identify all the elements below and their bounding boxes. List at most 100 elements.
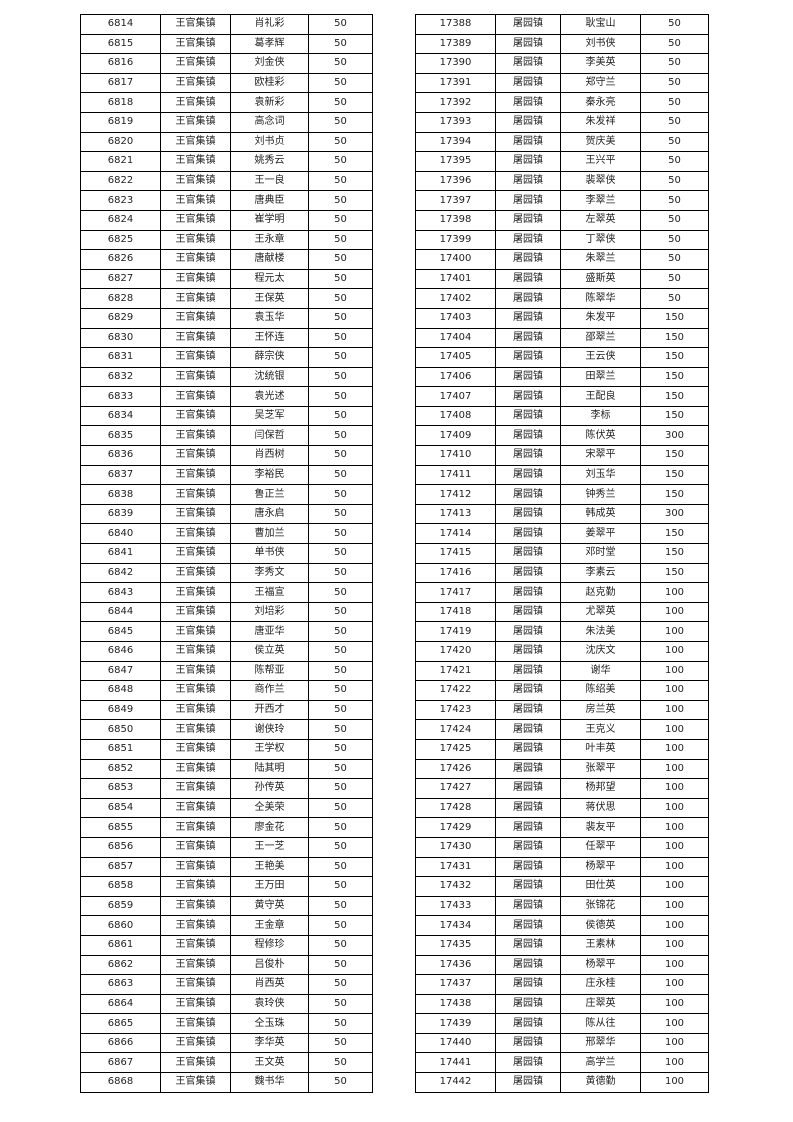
table-row: 17411 屠园镇 刘玉华 150: [415, 464, 709, 486]
amount-cell: 50: [308, 817, 373, 838]
name-cell: 尤翠英: [560, 601, 641, 623]
row-number-cell: 17397: [415, 190, 496, 211]
town-cell: 屠园镇: [495, 582, 561, 603]
town-cell: 屠园镇: [495, 484, 561, 505]
amount-cell: 100: [640, 895, 709, 917]
row-number-cell: 17422: [415, 680, 496, 701]
table-row: 6862 王官集镇 吕俊朴 50: [80, 954, 373, 976]
row-number-cell: 17435: [415, 934, 496, 956]
amount-cell: 50: [308, 974, 373, 995]
amount-cell: 50: [308, 170, 373, 192]
table-row: 17404 屠园镇 邵翠兰 150: [415, 327, 709, 349]
table-row: 17416 屠园镇 李素云 150: [415, 562, 709, 584]
town-cell: 屠园镇: [495, 53, 561, 74]
table-row: 17431 屠园镇 杨翠平 100: [415, 856, 709, 878]
table-row: 17388 屠园镇 耿宝山 50: [415, 14, 709, 35]
row-number-cell: 17432: [415, 876, 496, 897]
town-cell: 屠园镇: [495, 503, 561, 525]
name-cell: 唐亚华: [230, 621, 309, 642]
row-number-cell: 17427: [415, 778, 496, 799]
amount-cell: 300: [640, 425, 709, 447]
amount-cell: 100: [640, 778, 709, 799]
town-cell: 屠园镇: [495, 92, 561, 113]
name-cell: 王万田: [230, 876, 309, 897]
town-cell: 王官集镇: [160, 934, 231, 956]
row-number-cell: 6816: [80, 53, 161, 74]
name-cell: 孙传英: [230, 778, 309, 799]
amount-cell: 50: [308, 347, 373, 368]
name-cell: 高学兰: [560, 1052, 641, 1074]
row-number-cell: 6868: [80, 1072, 161, 1093]
row-number-cell: 6859: [80, 895, 161, 917]
town-cell: 屠园镇: [495, 934, 561, 956]
table-row: 6817 王官集镇 欧桂彩 50: [80, 72, 373, 94]
town-cell: 屠园镇: [495, 621, 561, 642]
row-number-cell: 17424: [415, 719, 496, 740]
table-row: 6833 王官集镇 袁光述 50: [80, 386, 373, 407]
row-number-cell: 6834: [80, 405, 161, 427]
town-cell: 屠园镇: [495, 562, 561, 584]
town-cell: 王官集镇: [160, 405, 231, 427]
table-row: 6859 王官集镇 黄守英 50: [80, 895, 373, 917]
row-number-cell: 6843: [80, 582, 161, 603]
right-table-body: 17388 屠园镇 耿宝山 50 17389 屠园镇 刘书侠 50 17390 屠园镇 李美英 50 1…: [415, 14, 709, 1093]
town-cell: 屠园镇: [495, 876, 561, 897]
name-cell: 袁新彩: [230, 92, 309, 113]
row-number-cell: 6822: [80, 170, 161, 192]
name-cell: 吴芝军: [230, 405, 309, 427]
amount-cell: 100: [640, 1013, 709, 1034]
town-cell: 王官集镇: [160, 582, 231, 603]
town-cell: 王官集镇: [160, 856, 231, 878]
row-number-cell: 6839: [80, 503, 161, 525]
amount-cell: 50: [308, 915, 373, 936]
name-cell: 赵克勤: [560, 582, 641, 603]
row-number-cell: 17437: [415, 974, 496, 995]
table-row: 6863 王官集镇 肖西英 50: [80, 974, 373, 995]
name-cell: 李裕民: [230, 464, 309, 486]
amount-cell: 50: [308, 543, 373, 564]
table-row: 17421 屠园镇 谢华 100: [415, 660, 709, 682]
row-number-cell: 6844: [80, 601, 161, 623]
amount-cell: 150: [640, 405, 709, 427]
amount-cell: 50: [308, 425, 373, 447]
table-row: 6847 王官集镇 陈帮亚 50: [80, 660, 373, 682]
town-cell: 屠园镇: [495, 856, 561, 878]
amount-cell: 150: [640, 366, 709, 388]
name-cell: 李翠兰: [560, 190, 641, 211]
town-cell: 屠园镇: [495, 170, 561, 192]
town-cell: 王官集镇: [160, 719, 231, 740]
row-number-cell: 17438: [415, 993, 496, 1015]
name-cell: 商作兰: [230, 680, 309, 701]
town-cell: 屠园镇: [495, 111, 561, 133]
table-row: 6841 王官集镇 单书侠 50: [80, 543, 373, 564]
table-row: 6822 王官集镇 王一良 50: [80, 170, 373, 192]
row-number-cell: 17395: [415, 151, 496, 172]
amount-cell: 50: [308, 151, 373, 172]
town-cell: 王官集镇: [160, 268, 231, 290]
name-cell: 黄德勤: [560, 1072, 641, 1093]
name-cell: 袁玲侠: [230, 993, 309, 1015]
name-cell: 袁光述: [230, 386, 309, 407]
town-cell: 屠园镇: [495, 327, 561, 349]
amount-cell: 100: [640, 876, 709, 897]
name-cell: 陈伏英: [560, 425, 641, 447]
table-row: 6845 王官集镇 唐亚华 50: [80, 621, 373, 642]
name-cell: 欧桂彩: [230, 72, 309, 94]
amount-cell: 50: [640, 72, 709, 94]
name-cell: 沈统银: [230, 366, 309, 388]
row-number-cell: 6866: [80, 1032, 161, 1054]
row-number-cell: 17405: [415, 347, 496, 368]
row-number-cell: 17396: [415, 170, 496, 192]
town-cell: 屠园镇: [495, 366, 561, 388]
town-cell: 王官集镇: [160, 33, 231, 55]
amount-cell: 50: [308, 993, 373, 1015]
name-cell: 肖礼彩: [230, 14, 309, 35]
town-cell: 王官集镇: [160, 1052, 231, 1074]
table-row: 17393 屠园镇 朱发祥 50: [415, 111, 709, 133]
table-row: 6820 王官集镇 刘书贞 50: [80, 131, 373, 153]
table-row: 17436 屠园镇 杨翠平 100: [415, 954, 709, 976]
row-number-cell: 17399: [415, 229, 496, 251]
row-number-cell: 6855: [80, 817, 161, 838]
amount-cell: 100: [640, 993, 709, 1015]
amount-cell: 50: [308, 484, 373, 505]
